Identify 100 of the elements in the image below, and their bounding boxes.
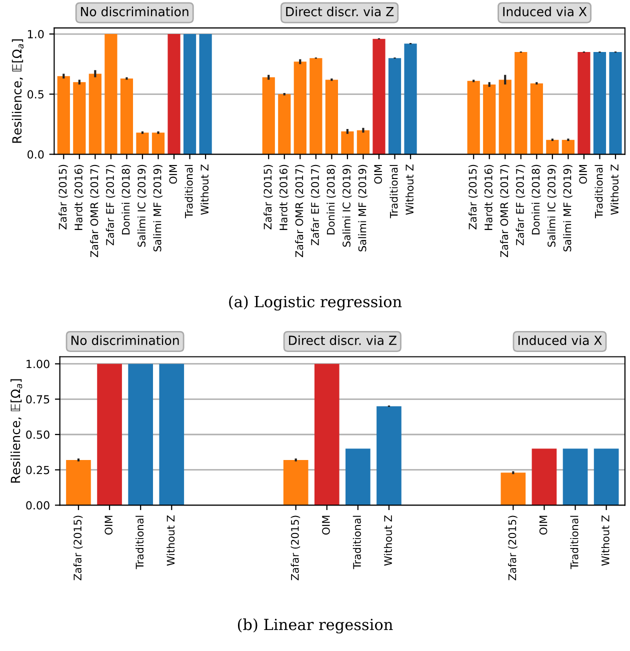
bar xyxy=(183,34,196,154)
x-tick-label: Zafar OMR (2017) xyxy=(90,164,100,258)
x-tick-label: Without Z xyxy=(601,515,610,566)
x-tick-label: Zafar EF (2017) xyxy=(516,164,526,246)
x-tick-label: Salimi MF (2019) xyxy=(358,164,368,252)
bar xyxy=(57,76,70,154)
bar xyxy=(404,44,417,154)
bar xyxy=(562,140,575,154)
bar xyxy=(310,58,322,154)
y-tick-label: 0.5 xyxy=(28,90,44,99)
bar xyxy=(530,83,543,154)
x-tick-label: OIM xyxy=(322,516,330,535)
x-tick-label: Donini (2018) xyxy=(122,164,131,234)
x-tick-label: Zafar (2015) xyxy=(73,516,83,580)
bar xyxy=(73,82,86,154)
y-tick-label: 0.0 xyxy=(28,150,44,159)
bar xyxy=(104,34,118,154)
bar xyxy=(262,77,275,154)
x-tick-label: OIM xyxy=(169,165,178,184)
x-tick-label: Zafar (2015) xyxy=(264,164,273,230)
bar xyxy=(152,132,165,154)
x-tick-label: Zafar EF (2017) xyxy=(310,164,320,246)
bar xyxy=(532,448,557,506)
x-tick-label: Traditional xyxy=(594,164,603,218)
bar xyxy=(562,448,588,506)
x-tick-label: Traditional xyxy=(184,164,193,218)
bar xyxy=(294,62,306,154)
x-axis-title: (a) Logistic regression xyxy=(229,296,402,311)
text: Direct discr. via Z xyxy=(286,6,394,16)
bar xyxy=(199,34,212,154)
bar xyxy=(356,130,370,154)
text: Direct discr. via Z xyxy=(289,335,396,346)
x-tick-label: Salimi IC (2019) xyxy=(547,164,557,247)
bar xyxy=(168,34,180,154)
x-tick-label: Traditional xyxy=(570,516,578,570)
x-tick-label: Zafar EF (2017) xyxy=(106,164,116,246)
bar xyxy=(500,472,526,506)
x-tick-label: Without Z xyxy=(384,515,392,566)
x-tick-label: OIM xyxy=(374,165,382,184)
text: Induced via X xyxy=(503,6,587,16)
bar xyxy=(120,78,134,154)
bar xyxy=(546,140,559,154)
bar xyxy=(483,84,496,154)
y-axis-title: Resilience, 𝔼[Ω$_{a}$] xyxy=(10,379,22,483)
y-tick-label: 0.50 xyxy=(26,430,50,439)
bar xyxy=(66,460,91,506)
text: No discrimination xyxy=(81,6,188,16)
bar xyxy=(376,406,402,506)
text: No discrimination xyxy=(72,335,179,346)
x-tick-label: Zafar (2015) xyxy=(508,516,518,580)
x-tick-label: Donini (2018) xyxy=(532,164,541,234)
bar xyxy=(283,460,308,506)
y-tick-label: 0.00 xyxy=(26,501,50,510)
x-tick-label: Salimi MF (2019) xyxy=(153,164,162,252)
x-tick-label: Hardt (2016) xyxy=(74,164,84,230)
bar xyxy=(325,80,338,154)
x-tick-label: Traditional xyxy=(352,516,361,570)
bar xyxy=(314,364,340,506)
bar xyxy=(609,52,622,154)
x-tick-label: Without Z xyxy=(200,164,209,215)
x-tick-label: Traditional xyxy=(136,516,144,570)
x-tick-label: OIM xyxy=(579,165,587,184)
x-tick-label: Hardt (2016) xyxy=(484,164,494,230)
x-tick-label: Salimi MF (2019) xyxy=(563,164,572,252)
x-tick-label: Traditional xyxy=(390,164,398,218)
x-tick-label: Without Z xyxy=(166,515,175,566)
x-tick-label: OIM xyxy=(104,516,113,535)
bar xyxy=(372,38,386,154)
bar xyxy=(341,131,354,154)
x-tick-label: Zafar (2015) xyxy=(468,164,478,230)
bar xyxy=(97,364,122,506)
bar xyxy=(278,94,291,154)
bar xyxy=(514,52,528,154)
x-tick-label: Zafar OMR (2017) xyxy=(295,164,304,258)
y-tick-label: 1.00 xyxy=(26,360,50,368)
x-tick-label: Without Z xyxy=(610,164,619,215)
y-tick-label: 0.25 xyxy=(26,466,50,474)
x-tick-label: Zafar (2015) xyxy=(290,516,300,580)
bar xyxy=(159,364,184,506)
bar xyxy=(88,74,102,154)
bar xyxy=(128,364,153,506)
x-tick-label: Donini (2018) xyxy=(326,164,336,234)
x-tick-label: Without Z xyxy=(405,164,414,215)
x-tick-label: Zafar OMR (2017) xyxy=(500,164,510,258)
bar xyxy=(388,58,402,154)
bar xyxy=(467,80,480,154)
y-tick-label: 0.75 xyxy=(26,395,50,404)
x-tick-label: OIM xyxy=(539,516,548,535)
bar xyxy=(578,52,590,154)
x-tick-label: Salimi IC (2019) xyxy=(342,164,352,247)
y-axis-title: Resilience, 𝔼[Ω$_{a}$] xyxy=(12,39,24,143)
x-axis-title: (b) Linear regession xyxy=(238,618,393,634)
x-tick-label: Hardt (2016) xyxy=(279,164,289,230)
bar xyxy=(593,52,606,154)
x-tick-label: Salimi IC (2019) xyxy=(137,164,147,247)
y-tick-label: 1.0 xyxy=(28,30,44,38)
bar xyxy=(594,448,619,506)
bar xyxy=(346,448,370,506)
bar xyxy=(498,80,512,154)
text: Induced via X xyxy=(518,335,602,346)
